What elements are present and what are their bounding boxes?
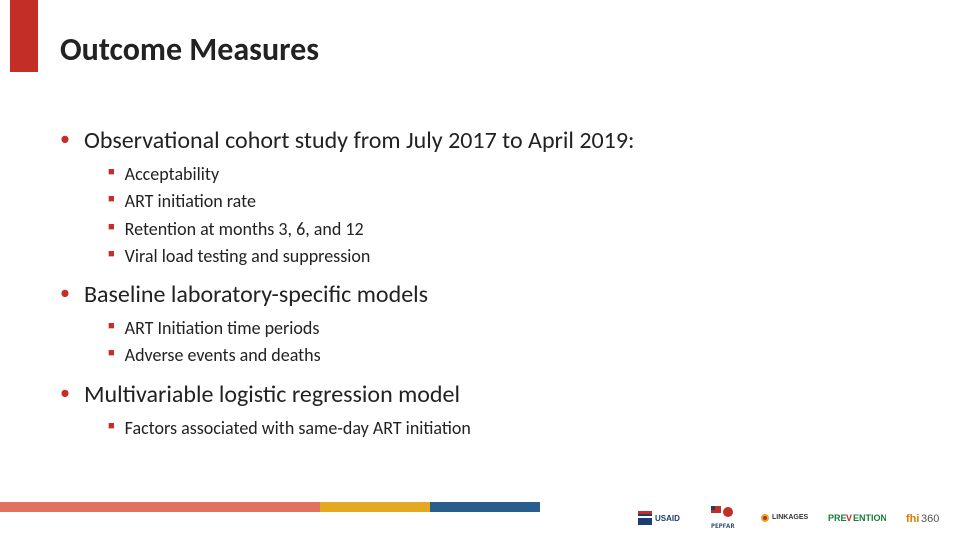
- strip-segment-blue: [430, 502, 540, 512]
- usaid-logo: USAID: [638, 509, 688, 527]
- square-bullet-icon: ■: [108, 217, 115, 237]
- strip-segment-coral: [0, 502, 320, 512]
- square-bullet-icon: ■: [108, 189, 115, 209]
- square-bullet-icon: ■: [108, 416, 115, 436]
- svg-text:PRE: PRE: [828, 513, 847, 523]
- footer-logos: USAID PEPFAR LINKAGES PREVENTION fhi360: [638, 506, 942, 530]
- linkages-logo-icon: LINKAGES: [758, 509, 808, 527]
- bullet-2: • Baseline laboratory-specific models: [60, 279, 920, 310]
- svg-text:360: 360: [921, 513, 939, 525]
- square-bullet-icon: ■: [108, 244, 115, 264]
- subbullet: ■Adverse events and deaths: [108, 343, 920, 368]
- square-bullet-icon: ■: [108, 316, 115, 336]
- page-title: Outcome Measures: [60, 30, 319, 69]
- content-area: • Observational cohort study from July 2…: [60, 125, 920, 451]
- pepfar-logo: PEPFAR: [708, 506, 738, 530]
- svg-text:fhi: fhi: [906, 513, 919, 525]
- usaid-logo-icon: USAID: [638, 509, 688, 527]
- fhi360-logo-icon: fhi360: [906, 510, 942, 526]
- bullet-dot-icon: •: [60, 125, 70, 153]
- square-bullet-icon: ■: [108, 343, 115, 363]
- subbullet: ■Acceptability: [108, 162, 920, 187]
- decorative-strip: [0, 502, 540, 512]
- bullet-1-sublist: ■Acceptability ■ART initiation rate ■Ret…: [60, 162, 920, 269]
- bullet-2-sublist: ■ART Initiation time periods ■Adverse ev…: [60, 316, 920, 368]
- pepfar-label: PEPFAR: [711, 521, 735, 530]
- subbullet: ■ART initiation rate: [108, 189, 920, 214]
- svg-text:LINKAGES: LINKAGES: [772, 514, 808, 521]
- bullet-3-text: Multivariable logistic regression model: [84, 379, 460, 410]
- svg-text:ENTION: ENTION: [853, 513, 886, 523]
- square-bullet-icon: ■: [108, 162, 115, 182]
- svg-text:USAID: USAID: [655, 514, 680, 523]
- bullet-1-text: Observational cohort study from July 201…: [84, 125, 634, 156]
- bullet-dot-icon: •: [60, 379, 70, 407]
- bullet-2-text: Baseline laboratory-specific models: [84, 279, 428, 310]
- linkages-logo: LINKAGES: [758, 509, 808, 527]
- subbullet: ■ART Initiation time periods: [108, 316, 920, 341]
- fhi360-logo: fhi360: [906, 510, 942, 526]
- bullet-1: • Observational cohort study from July 2…: [60, 125, 920, 156]
- prevention-logo: PREVENTION: [828, 510, 886, 526]
- subbullet: ■Factors associated with same-day ART in…: [108, 416, 920, 441]
- accent-block: [10, 0, 38, 72]
- subbullet: ■Viral load testing and suppression: [108, 244, 920, 269]
- prevention-logo-icon: PREVENTION: [828, 510, 886, 526]
- svg-text:V: V: [846, 513, 852, 523]
- bullet-3: • Multivariable logistic regression mode…: [60, 379, 920, 410]
- pepfar-logo-icon: [708, 506, 738, 520]
- strip-segment-gold: [320, 502, 430, 512]
- subbullet: ■Retention at months 3, 6, and 12: [108, 217, 920, 242]
- bullet-dot-icon: •: [60, 279, 70, 307]
- bullet-3-sublist: ■Factors associated with same-day ART in…: [60, 416, 920, 441]
